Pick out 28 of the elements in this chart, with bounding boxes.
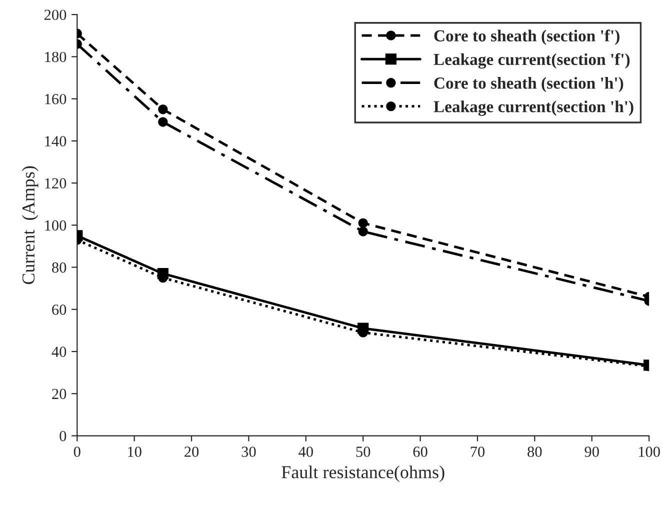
y-tick-label: 120 [45,178,66,188]
x-tick-label: 10 [128,446,142,457]
x-tick-label: 20 [184,446,199,457]
y-tick-label: 40 [52,346,66,357]
x-tick-label: 60 [413,446,428,457]
x-axis-title: Fault resistance(ohms) [282,466,444,482]
x-tick-label: 40 [298,446,313,457]
x-tick-label: 100 [638,446,660,457]
y-tick-label: 140 [45,136,66,146]
y-tick-label: 0 [60,430,66,442]
y-tick-label: 60 [52,304,66,315]
legend-label: Leakage current(section 'f') [434,53,630,69]
x-tick-label: 30 [242,446,256,457]
x-tick-label: 70 [470,446,485,457]
y-axis-title: Current (Amps) [22,166,38,284]
legend-label: Core to sheath (section 'f') [434,30,620,45]
x-tick-label: 0 [74,446,80,457]
y-tick-label: 100 [45,220,66,231]
legend-label: Leakage current(section 'h') [434,100,634,116]
x-tick-label: 90 [584,446,599,457]
x-tick-label: 50 [356,446,370,457]
y-tick-label: 80 [52,262,66,273]
x-tick-label: 80 [528,446,542,457]
legend-label: Core to sheath (section 'h') [434,77,624,92]
y-tick-label: 160 [45,94,66,104]
y-tick-label: 180 [45,52,66,62]
y-tick-label: 20 [52,388,66,400]
y-tick-label: 200 [44,10,66,20]
